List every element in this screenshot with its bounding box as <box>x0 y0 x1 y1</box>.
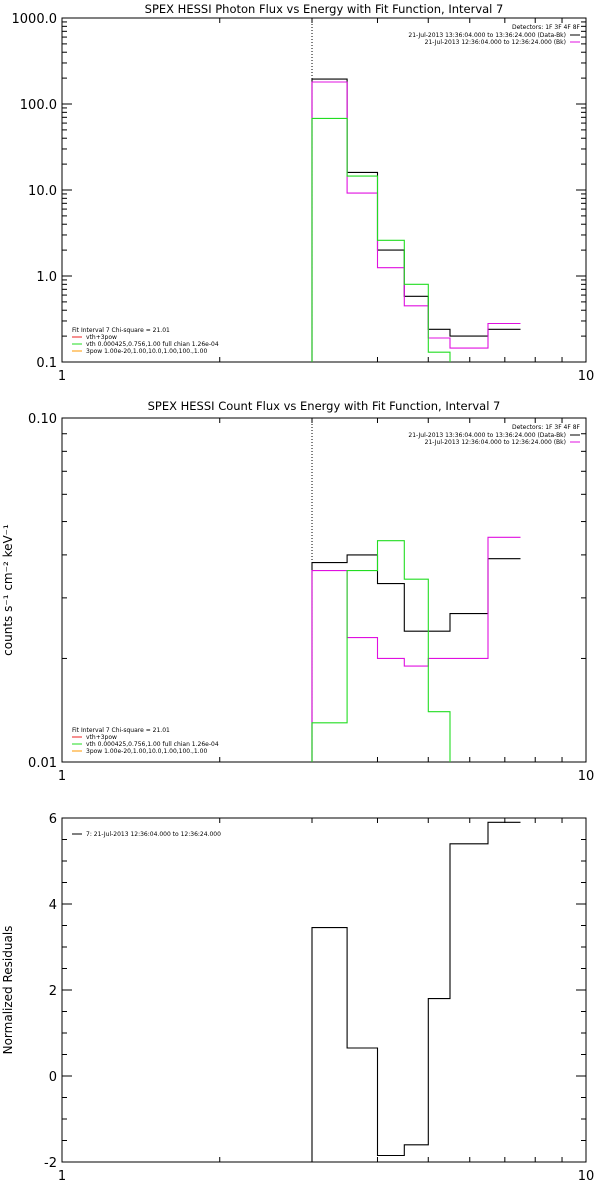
fit-legend-entry: vth+3pow <box>86 734 117 741</box>
series-line-2 <box>311 540 451 762</box>
series-line-0 <box>311 554 521 762</box>
x-tick-label: 10 <box>578 369 595 384</box>
data-layer <box>311 821 521 1162</box>
y-tick-label: 1.0 <box>36 270 57 285</box>
data-layer <box>311 418 521 762</box>
fit-legend-entry: vth+3pow <box>86 334 117 341</box>
fit-legend-entry: 3pow 1.00e-20,1.00,10.0,1.00,100.,1.00 <box>86 348 207 355</box>
chart-title: SPEX HESSI Count Flux vs Energy with Fit… <box>148 399 501 413</box>
series-line-0 <box>311 821 521 1162</box>
residual-legend-entry: 7: 21-Jul-2013 12:36:04.000 to 12:36:24.… <box>86 831 221 838</box>
series-line-1 <box>311 536 521 762</box>
chart-title: SPEX HESSI Photon Flux vs Energy with Fi… <box>145 2 504 16</box>
x-tick-label: 1 <box>58 769 66 784</box>
series-line-2 <box>311 117 451 362</box>
plot-frame <box>61 817 587 1163</box>
y-tick-label: 10.0 <box>28 184 57 199</box>
fit-legend-header: Fit Interval 7 Chi-square = 21.01 <box>72 327 170 334</box>
legend-header: Detectors: 1F 3F 4F 8F <box>512 24 581 31</box>
legend-entry: 21-Jul-2013 13:36:04.000 to 13:36:24.000… <box>408 432 566 439</box>
legend-entry: 21-Jul-2013 13:36:04.000 to 13:36:24.000… <box>408 32 566 39</box>
y-tick-label: 100.0 <box>20 98 57 113</box>
legend-header: Detectors: 1F 3F 4F 8F <box>512 424 581 431</box>
data-layer <box>311 18 521 362</box>
count-flux-panel: SPEX HESSI Count Flux vs Energy with Fit… <box>1 399 595 784</box>
series-line-1 <box>311 81 521 362</box>
fit-legend-entry: 3pow 1.00e-20,1.00,10.0,1.00,100.,1.00 <box>86 748 207 755</box>
y-tick-label: 2 <box>49 984 57 999</box>
photon-flux-panel: SPEX HESSI Photon Flux vs Energy with Fi… <box>12 2 595 384</box>
y-axis-label: counts s⁻¹ cm⁻² keV⁻¹ <box>1 524 15 656</box>
plot-frame <box>61 417 587 763</box>
legend-entry: 21-Jul-2013 12:36:04.000 to 12:36:24.000… <box>425 39 566 46</box>
series-line-0 <box>311 78 521 362</box>
x-tick-label: 1 <box>58 369 66 384</box>
y-tick-label: 6 <box>49 812 57 827</box>
y-tick-label: 4 <box>49 898 57 913</box>
plot-frame <box>61 17 587 363</box>
fit-legend-header: Fit Interval 7 Chi-square = 21.01 <box>72 727 170 734</box>
y-tick-label: 0 <box>49 1070 57 1085</box>
fit-legend-entry: vth 0.000425,0.756,1.00 full chian 1.26e… <box>86 341 219 348</box>
residuals-panel: Normalized Residuals 1 10 -2 0 2 4 6 7: 21-Jul-2… <box>1 812 594 1184</box>
x-tick-label: 10 <box>578 769 595 784</box>
legend-entry: 21-Jul-2013 12:36:04.000 to 12:36:24.000… <box>425 439 566 446</box>
y-tick-label: -2 <box>44 1156 57 1171</box>
y-tick-label: 0.1 <box>36 356 57 371</box>
y-tick-label: 0.01 <box>28 756 57 771</box>
x-tick-label: 1 <box>58 1169 66 1184</box>
y-tick-label: 0.10 <box>28 412 57 427</box>
fit-legend-entry: vth 0.000425,0.756,1.00 full chian 1.26e… <box>86 741 219 748</box>
x-tick-label: 10 <box>578 1169 595 1184</box>
y-axis-label: Normalized Residuals <box>1 926 15 1055</box>
y-tick-label: 1000.0 <box>12 12 58 27</box>
